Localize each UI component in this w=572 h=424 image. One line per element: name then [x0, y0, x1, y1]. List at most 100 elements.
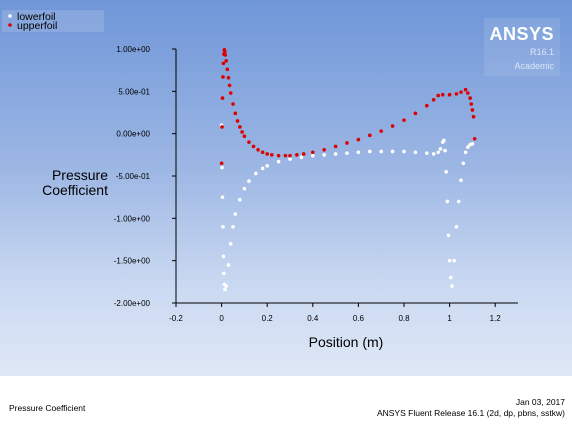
axes: [172, 48, 518, 307]
y-tick-label: 0.00e+00: [116, 130, 150, 139]
lowerfoil-point: [446, 233, 451, 238]
upperfoil-point: [459, 90, 463, 94]
upperfoil-point: [265, 152, 270, 156]
upperfoil-point: [390, 124, 395, 128]
lowerfoil-point: [456, 199, 461, 204]
upperfoil-point: [356, 137, 361, 142]
upperfoil-point: [235, 119, 240, 123]
upperfoil-point: [288, 153, 292, 158]
lowerfoil-point: [242, 186, 247, 191]
y-tick-label: 1.00e+00: [116, 45, 150, 54]
upperfoil-point: [283, 153, 288, 158]
lowerfoil-point: [413, 150, 418, 155]
footer-release-info: ANSYS Fluent Release 16.1 (2d, dp, pbns,…: [376, 408, 565, 418]
upperfoil-point: [242, 134, 247, 139]
upperfoil-point: [247, 140, 251, 144]
upperfoil-point: [431, 98, 436, 102]
tick-labels: -0.2 0 0.2 0.4 0.6 0.8 1 1.2 -2.00e+00 -1.50e+00 -…: [114, 45, 502, 323]
logo-release: R16.1: [529, 47, 554, 57]
lowerfoil-point: [447, 258, 452, 263]
upperfoil-point: [224, 59, 228, 63]
footer: Pressure Coefficient Jan 03, 2017 ANSYS …: [0, 376, 572, 424]
upperfoil-point: [269, 153, 274, 157]
y-tick-label: -2.00e+00: [114, 299, 151, 308]
upperfoil-point: [221, 75, 225, 79]
lowerfoil-point: [226, 263, 231, 267]
lowerfoil-point: [368, 149, 372, 154]
lowerfoil-point: [254, 171, 258, 176]
x-tick-label: 0: [219, 314, 224, 323]
lowerfoil-point: [231, 225, 235, 229]
legend-label-upperfoil: upperfoil: [17, 20, 57, 32]
upperfoil-point: [468, 96, 472, 100]
lowerfoil-point: [466, 145, 470, 150]
lowerfoil-point: [431, 152, 436, 156]
upperfoil-point: [466, 91, 470, 95]
upperfoil-point: [469, 102, 474, 106]
lowerfoil-point: [265, 164, 270, 168]
upperfoil-point: [226, 75, 231, 80]
lowerfoil-point: [402, 149, 406, 154]
lowerfoil-point: [221, 225, 225, 229]
y-axis-label-line: Coefficient: [42, 182, 108, 198]
upperfoil-point: [240, 130, 244, 134]
upperfoil-point: [454, 92, 459, 96]
upperfoil-point: [238, 125, 242, 129]
upperfoil-point: [413, 111, 418, 116]
lowerfoil-point: [228, 241, 233, 246]
x-tick-label: 0.6: [353, 314, 365, 323]
pressure-coefficient-chart: -0.2 0 0.2 0.4 0.6 0.8 1 1.2 -2.00e+00 -1.50e+00 -…: [2, 10, 518, 350]
upperfoil-point: [260, 150, 265, 155]
y-tick-label: -5.00e-01: [116, 172, 151, 181]
lowerfoil-point: [311, 153, 315, 158]
ansys-logo: ANSYS R16.1 Academic: [484, 18, 560, 76]
upperfoil-point: [231, 102, 235, 106]
lowerfoil-point: [454, 225, 459, 229]
x-tick-label: 0.2: [262, 314, 274, 323]
footer-plot-title: Pressure Coefficient: [9, 403, 86, 413]
upperfoil-point: [301, 152, 306, 156]
y-tick-label: 5.00e-01: [118, 87, 150, 96]
lowerfoil-point: [222, 271, 226, 276]
upperfoil-point: [322, 147, 327, 152]
upperfoil-point: [223, 53, 228, 57]
x-tick-label: -0.2: [169, 314, 183, 323]
upperfoil-point: [220, 125, 224, 129]
upperfoil-point: [228, 91, 233, 95]
lowerfoil-point: [442, 138, 446, 143]
x-tick-label: 1: [447, 314, 452, 323]
lowerfoil-point: [459, 178, 463, 183]
lowerfoil-point: [322, 153, 327, 157]
lowerfoil-point: [438, 147, 443, 151]
upperfoil-point: [219, 161, 224, 166]
lowerfoil-point: [461, 161, 466, 166]
lowerfoil-point: [463, 150, 468, 155]
upperfoil-point: [425, 103, 429, 108]
y-axis-label: Pressure Coefficient: [42, 167, 108, 198]
lowerfoil-point: [220, 165, 224, 170]
y-tick-label: -1.00e+00: [114, 214, 151, 223]
upperfoil-point: [333, 144, 338, 149]
upperfoil-point: [311, 150, 315, 155]
upperfoil-point: [440, 92, 445, 97]
lowerfoil-point: [220, 195, 225, 199]
upperfoil-point: [470, 108, 475, 112]
upperfoil-point: [220, 96, 225, 100]
lowerfoil-point: [470, 142, 475, 146]
data-markers: [219, 48, 477, 292]
lowerfoil-point: [443, 148, 447, 153]
lowerfoil-point: [224, 284, 228, 288]
upperfoil-point: [368, 133, 372, 138]
upperfoil-point: [251, 144, 256, 149]
upperfoil-point: [471, 114, 476, 119]
lowerfoil-point: [379, 149, 384, 154]
legend-marker-lowerfoil: [8, 14, 12, 18]
lowerfoil-point: [390, 149, 395, 154]
upperfoil-point: [221, 61, 226, 66]
upperfoil-point: [436, 93, 441, 98]
upperfoil-point: [472, 136, 477, 141]
upperfoil-point: [256, 147, 260, 152]
lowerfoil-point: [333, 152, 338, 156]
lowerfoil-point: [452, 258, 456, 263]
x-tick-label: 0.8: [398, 314, 410, 323]
